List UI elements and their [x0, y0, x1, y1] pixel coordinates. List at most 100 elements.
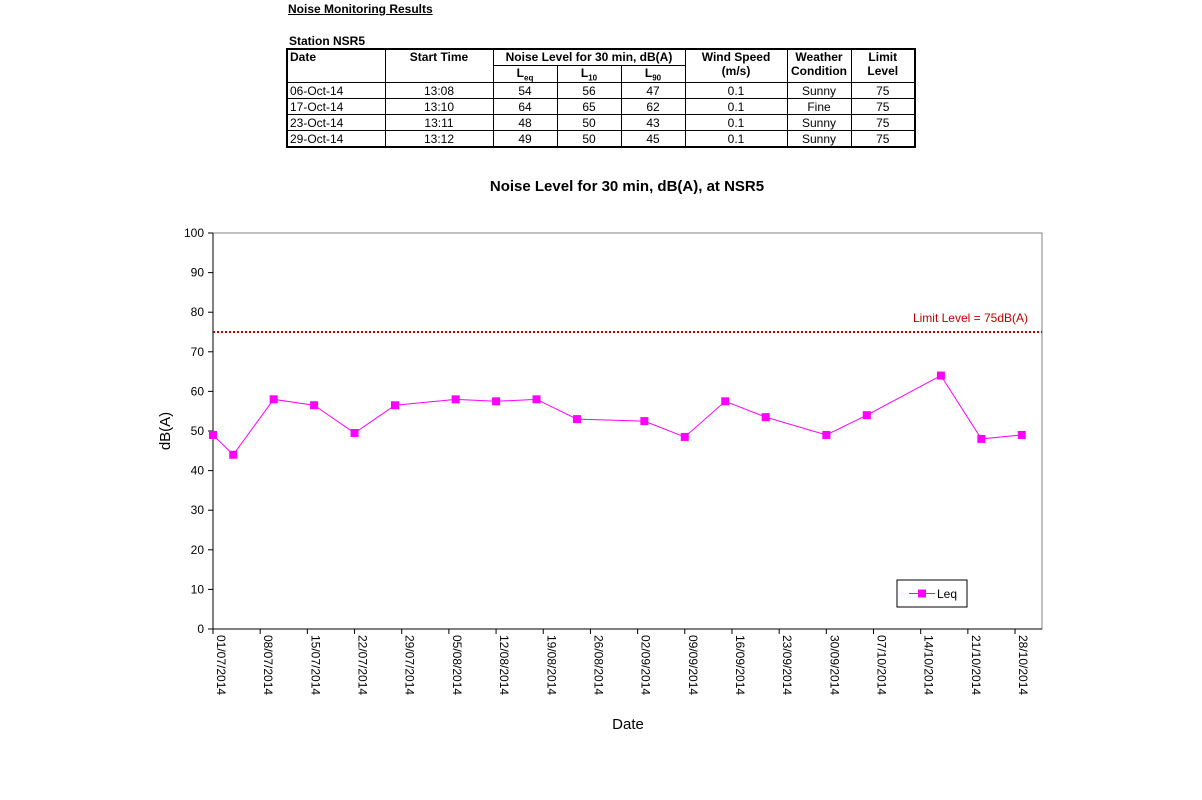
- x-tick-label: 07/10/2014: [875, 635, 889, 695]
- x-tick-label: 26/08/2014: [591, 635, 605, 695]
- cell-l90: 62: [620, 98, 686, 116]
- col-header-date: Date: [286, 48, 386, 84]
- y-tick-label: 40: [191, 464, 205, 478]
- col-header-start-time: Start Time: [384, 48, 494, 84]
- x-tick-label: 02/09/2014: [639, 635, 653, 695]
- cell-date: 17-Oct-14: [286, 98, 386, 116]
- cell-wind: 0.1: [684, 114, 788, 132]
- limit-label: Limit: [868, 50, 898, 64]
- x-tick-label: 19/08/2014: [544, 635, 558, 695]
- report-title: Noise Monitoring Results: [288, 2, 433, 16]
- y-tick-label: 10: [191, 582, 205, 596]
- col-header-weather: Weather Condition: [786, 48, 852, 84]
- table-row: 06-Oct-14 13:08 54 56 47 0.1 Sunny 75: [286, 82, 916, 100]
- col-header-noise-level: Noise Level for 30 min, dB(A): [492, 48, 686, 66]
- wind-speed-label: Wind Speed: [701, 50, 771, 64]
- x-tick-label: 21/10/2014: [969, 635, 983, 695]
- y-tick-label: 100: [184, 226, 204, 240]
- data-point: [572, 415, 581, 424]
- cell-weather: Sunny: [786, 82, 852, 100]
- x-tick-label: 09/09/2014: [686, 635, 700, 695]
- x-tick-label: 08/07/2014: [261, 635, 275, 695]
- data-point: [977, 434, 986, 443]
- data-point: [862, 411, 871, 420]
- x-tick-label: 28/10/2014: [1016, 635, 1030, 695]
- cell-leq: 49: [492, 130, 558, 148]
- cell-l10: 56: [556, 82, 622, 100]
- cell-time: 13:12: [384, 130, 494, 148]
- series-line-leq: [212, 374, 1022, 456]
- data-point: [721, 397, 730, 406]
- y-tick-label: 70: [191, 345, 205, 359]
- y-tick-label: 90: [191, 266, 205, 280]
- y-tick-label: 60: [191, 384, 205, 398]
- wind-speed-unit: (m/s): [721, 64, 751, 78]
- cell-wind: 0.1: [684, 98, 788, 116]
- station-label: Station NSR5: [289, 34, 366, 48]
- cell-limit: 75: [850, 114, 916, 132]
- cell-l10: 65: [556, 98, 622, 116]
- data-point: [822, 430, 831, 439]
- legend-label-leq: Leq: [937, 587, 957, 601]
- col-header-l10: L10: [556, 64, 622, 84]
- cell-l10: 50: [556, 130, 622, 148]
- col-header-limit: Limit Level: [850, 48, 916, 84]
- x-tick-label: 30/09/2014: [827, 635, 841, 695]
- data-point: [680, 432, 689, 441]
- x-axis-title: Date: [612, 716, 644, 733]
- table-row: 17-Oct-14 13:10 64 65 62 0.1 Fine 75: [286, 98, 916, 116]
- cell-time: 13:11: [384, 114, 494, 132]
- col-header-leq: Leq: [492, 64, 558, 84]
- cell-leq: 64: [492, 98, 558, 116]
- cell-wind: 0.1: [684, 82, 788, 100]
- x-tick-label: 05/08/2014: [450, 635, 464, 695]
- data-point: [1017, 430, 1026, 439]
- x-tick-label: 14/10/2014: [922, 635, 936, 695]
- weather-label: Weather: [795, 50, 843, 64]
- x-tick-label: 01/07/2014: [214, 635, 228, 695]
- data-point: [209, 430, 217, 439]
- table-row: 29-Oct-14 13:12 49 50 45 0.1 Sunny 75: [286, 130, 916, 148]
- limit-line-label: Limit Level = 75dB(A): [913, 311, 1028, 325]
- data-point: [451, 395, 460, 404]
- cell-wind: 0.1: [684, 130, 788, 148]
- data-point: [310, 401, 319, 410]
- x-tick-label: 23/09/2014: [780, 635, 794, 695]
- data-point: [269, 395, 278, 404]
- cell-limit: 75: [850, 98, 916, 116]
- report-header: Noise Monitoring Results Station NSR5 Da…: [286, 0, 916, 149]
- table-row: 23-Oct-14 13:11 48 50 43 0.1 Sunny 75: [286, 114, 916, 132]
- y-tick-label: 20: [191, 543, 205, 557]
- data-point: [532, 395, 541, 404]
- y-tick-label: 30: [191, 503, 205, 517]
- cell-date: 29-Oct-14: [286, 130, 386, 148]
- cell-date: 06-Oct-14: [286, 82, 386, 100]
- x-tick-label: 22/07/2014: [356, 635, 370, 695]
- x-tick-label: 12/08/2014: [497, 635, 511, 695]
- cell-l10: 50: [556, 114, 622, 132]
- cell-l90: 43: [620, 114, 686, 132]
- data-point: [640, 417, 649, 426]
- cell-l90: 45: [620, 130, 686, 148]
- chart-title: Noise Level for 30 min, dB(A), at NSR5: [489, 178, 765, 195]
- data-point: [492, 397, 501, 406]
- x-tick-label: 15/07/2014: [308, 635, 322, 695]
- data-point: [936, 371, 945, 380]
- cell-weather: Sunny: [786, 114, 852, 132]
- y-tick-label: 80: [191, 305, 205, 319]
- legend-box: [896, 579, 968, 608]
- cell-l90: 47: [620, 82, 686, 100]
- cell-date: 23-Oct-14: [286, 114, 386, 132]
- y-axis-title: dB(A): [157, 412, 174, 450]
- col-header-l90: L90: [620, 64, 686, 84]
- cell-weather: Sunny: [786, 130, 852, 148]
- legend-marker-leq: [918, 589, 926, 598]
- y-tick-label: 0: [197, 622, 204, 636]
- weather-label-2: Condition: [791, 64, 847, 78]
- cell-limit: 75: [850, 82, 916, 100]
- y-tick-label: 50: [191, 424, 205, 438]
- data-point: [350, 428, 359, 437]
- cell-leq: 48: [492, 114, 558, 132]
- limit-label-2: Level: [867, 64, 899, 78]
- x-tick-label: 16/09/2014: [733, 635, 747, 695]
